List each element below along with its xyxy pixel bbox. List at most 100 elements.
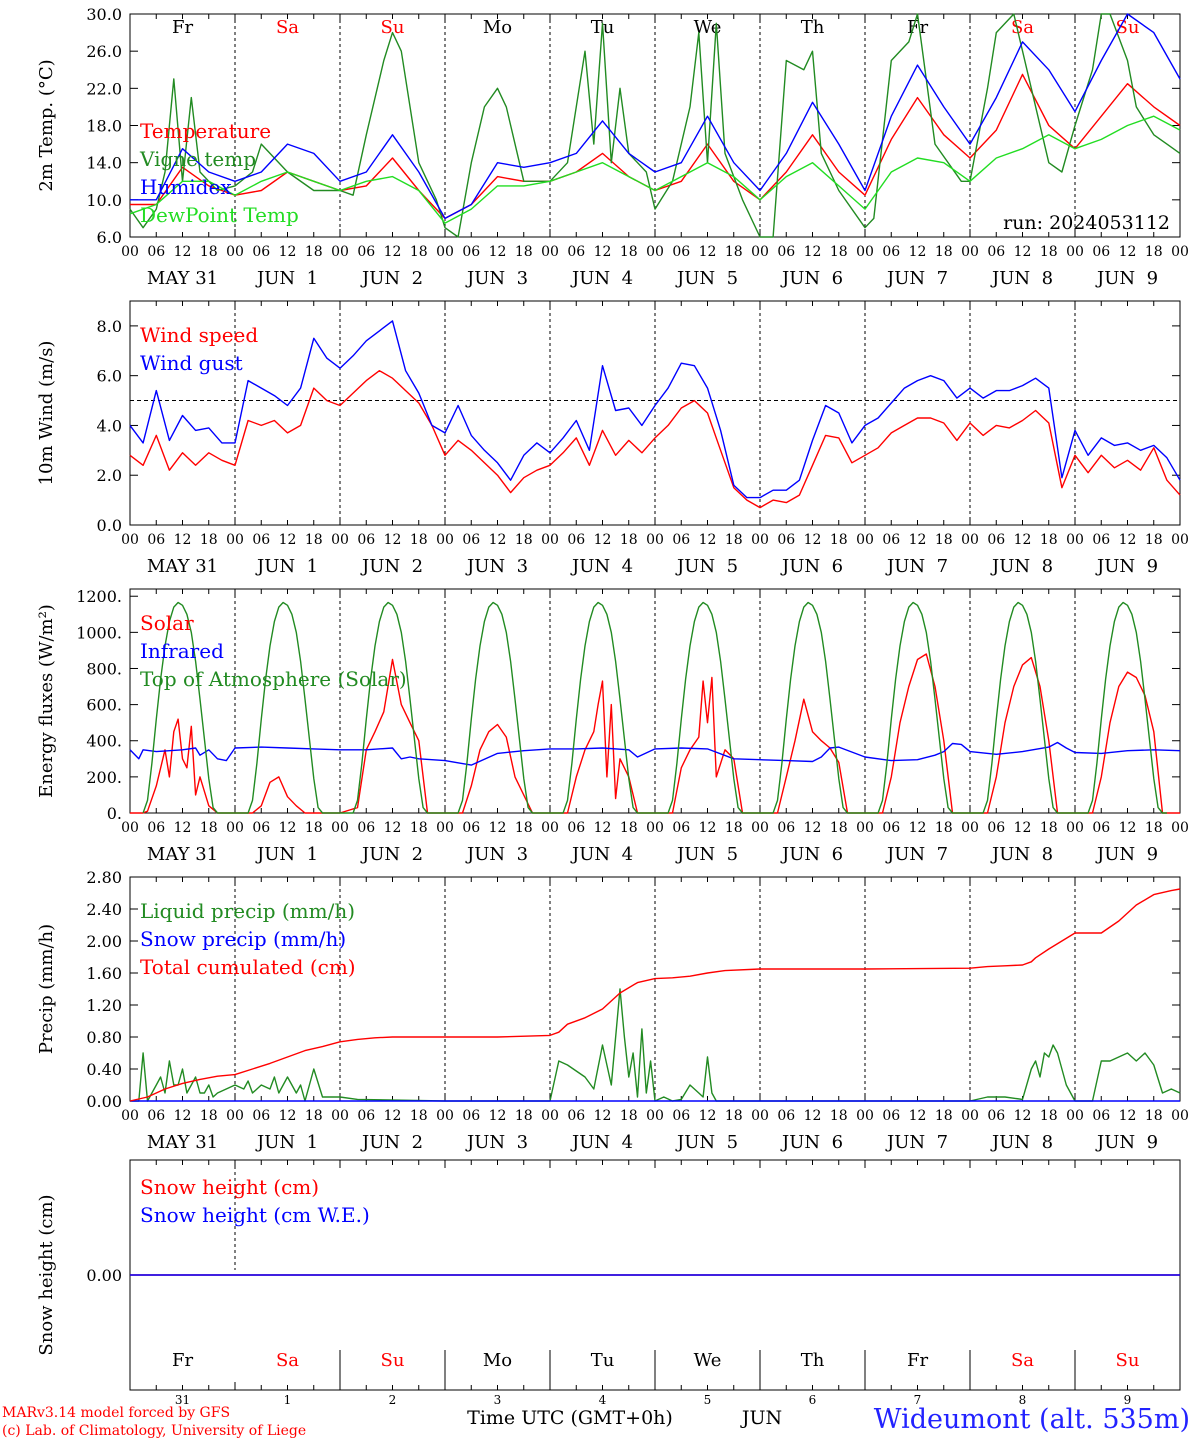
month-label: JUN bbox=[740, 1407, 782, 1429]
date-label: JUN 2 bbox=[360, 268, 423, 289]
hour-label: 00 bbox=[226, 820, 244, 836]
hour-label: 06 bbox=[987, 820, 1005, 836]
hour-label: 18 bbox=[830, 244, 848, 260]
series-infrared bbox=[129, 741, 1181, 766]
hour-label: 12 bbox=[384, 1108, 402, 1124]
hour-label: 18 bbox=[725, 1108, 743, 1124]
date-label: JUN 7 bbox=[885, 556, 948, 577]
hour-label: 18 bbox=[200, 532, 218, 548]
hour-label: 00 bbox=[541, 820, 559, 836]
hour-label: 18 bbox=[410, 244, 428, 260]
hour-label: 00 bbox=[541, 244, 559, 260]
hour-label: 06 bbox=[672, 1108, 690, 1124]
hour-label: 12 bbox=[1014, 532, 1032, 548]
hour-label: 06 bbox=[462, 820, 480, 836]
hour-label: 06 bbox=[987, 244, 1005, 260]
date-label: JUN 2 bbox=[360, 1132, 423, 1153]
day-number: 8 bbox=[1019, 1393, 1027, 1407]
hour-label: 12 bbox=[489, 244, 507, 260]
series-wind-gust bbox=[129, 320, 1181, 499]
day-number: 31 bbox=[175, 1393, 190, 1407]
series-top-of-atmosphere-solar bbox=[142, 601, 1167, 814]
hour-label: 00 bbox=[121, 1108, 139, 1124]
y-tick-label: 6.0 bbox=[97, 367, 122, 386]
day-name: Sa bbox=[276, 17, 299, 38]
hour-label: 12 bbox=[909, 244, 927, 260]
hour-label: 00 bbox=[226, 244, 244, 260]
hour-label: 00 bbox=[121, 532, 139, 548]
y-tick-label: 18.0 bbox=[86, 117, 122, 136]
hour-label: 00 bbox=[856, 244, 874, 260]
day-number: 2 bbox=[389, 1393, 397, 1407]
day-name: Mo bbox=[483, 1350, 512, 1371]
day-name: Mo bbox=[483, 17, 512, 38]
date-label: JUN 4 bbox=[570, 1132, 633, 1153]
hour-label: 18 bbox=[305, 244, 323, 260]
hour-label: 06 bbox=[777, 820, 795, 836]
hour-label: 06 bbox=[567, 532, 585, 548]
hour-label: 06 bbox=[1092, 532, 1110, 548]
hour-label: 00 bbox=[856, 1108, 874, 1124]
hour-label: 12 bbox=[279, 244, 297, 260]
hour-label: 18 bbox=[1040, 244, 1058, 260]
hour-label: 00 bbox=[856, 532, 874, 548]
panel-3: 0. 200. 400. 600. 800. 1000. 1200. Energy fluxe… bbox=[36, 587, 1189, 865]
hour-label: 12 bbox=[384, 244, 402, 260]
hour-label: 12 bbox=[1119, 820, 1137, 836]
date-label: JUN 9 bbox=[1095, 556, 1158, 577]
panel-4: 0.00 0.40 0.80 1.20 1.60 2.00 2.40 2.80 Precip (… bbox=[36, 868, 1189, 1153]
panel-5: 0.00 Snow height (cm) Fr Sa Su Mo Tu We Th Fr Sa Su… bbox=[36, 1159, 1181, 1407]
hour-label: 00 bbox=[226, 1108, 244, 1124]
plot-frame bbox=[129, 588, 1181, 814]
date-label: JUN 6 bbox=[780, 1132, 843, 1153]
hour-label: 18 bbox=[200, 1108, 218, 1124]
panels: 6.010.014.018.022.026.030.02m Temp. (°C)… bbox=[36, 5, 1189, 1407]
hour-label: 12 bbox=[279, 1108, 297, 1124]
day-name: We bbox=[694, 1350, 722, 1371]
legend-temperature: Temperature bbox=[140, 119, 271, 143]
hour-label: 00 bbox=[226, 532, 244, 548]
series-liquid-precip-mm-h bbox=[130, 988, 1181, 1102]
day-number: 5 bbox=[704, 1393, 712, 1407]
hour-label: 18 bbox=[725, 532, 743, 548]
hour-label: 06 bbox=[147, 244, 165, 260]
hour-label: 12 bbox=[1014, 244, 1032, 260]
legend-snow-height-cm-w-e: Snow height (cm W.E.) bbox=[140, 1203, 370, 1227]
hour-label: 00 bbox=[436, 532, 454, 548]
date-label: JUN 5 bbox=[675, 268, 738, 289]
date-label: JUN 6 bbox=[780, 844, 843, 865]
hour-label: 12 bbox=[804, 1108, 822, 1124]
hour-label: 00 bbox=[331, 820, 349, 836]
hour-label: 12 bbox=[1119, 532, 1137, 548]
hour-label: 00 bbox=[1171, 532, 1189, 548]
y-tick-label: 4.0 bbox=[97, 416, 122, 435]
plot-frame bbox=[129, 300, 1181, 526]
hour-label: 06 bbox=[357, 820, 375, 836]
hour-label: 06 bbox=[567, 820, 585, 836]
hour-labels: 00 06 12 18 00 06 12 18 00 06 12 18 00 06 12 18 00 06 12 18… bbox=[121, 244, 1189, 260]
day-name: Sa bbox=[1011, 1350, 1034, 1371]
hour-label: 12 bbox=[594, 244, 612, 260]
hour-label: 12 bbox=[1014, 820, 1032, 836]
hour-label: 00 bbox=[646, 1108, 664, 1124]
y-axis-label: Energy fluxes (W/m²) bbox=[36, 604, 57, 798]
hour-label: 12 bbox=[909, 820, 927, 836]
hour-label: 18 bbox=[410, 820, 428, 836]
date-label: JUN 6 bbox=[780, 268, 843, 289]
y-tick-label: 22.0 bbox=[86, 79, 122, 98]
date-labels: MAY 31 JUN 1 JUN 2 JUN 3 JUN 4 JUN 5 JUN 6 JUN … bbox=[147, 1132, 1158, 1153]
legend-snow-height-cm: Snow height (cm) bbox=[140, 1175, 319, 1199]
hour-label: 18 bbox=[620, 1108, 638, 1124]
legend-snow-precip-mm-h: Snow precip (mm/h) bbox=[140, 927, 346, 951]
hour-label: 18 bbox=[1145, 244, 1163, 260]
hour-label: 12 bbox=[699, 820, 717, 836]
date-label: JUN 1 bbox=[255, 844, 318, 865]
hour-label: 00 bbox=[331, 532, 349, 548]
hour-label: 06 bbox=[987, 532, 1005, 548]
hour-label: 12 bbox=[384, 532, 402, 548]
hour-label: 12 bbox=[909, 532, 927, 548]
date-label: JUN 9 bbox=[1095, 1132, 1158, 1153]
hour-label: 06 bbox=[672, 820, 690, 836]
series-wind-speed bbox=[129, 370, 1181, 509]
